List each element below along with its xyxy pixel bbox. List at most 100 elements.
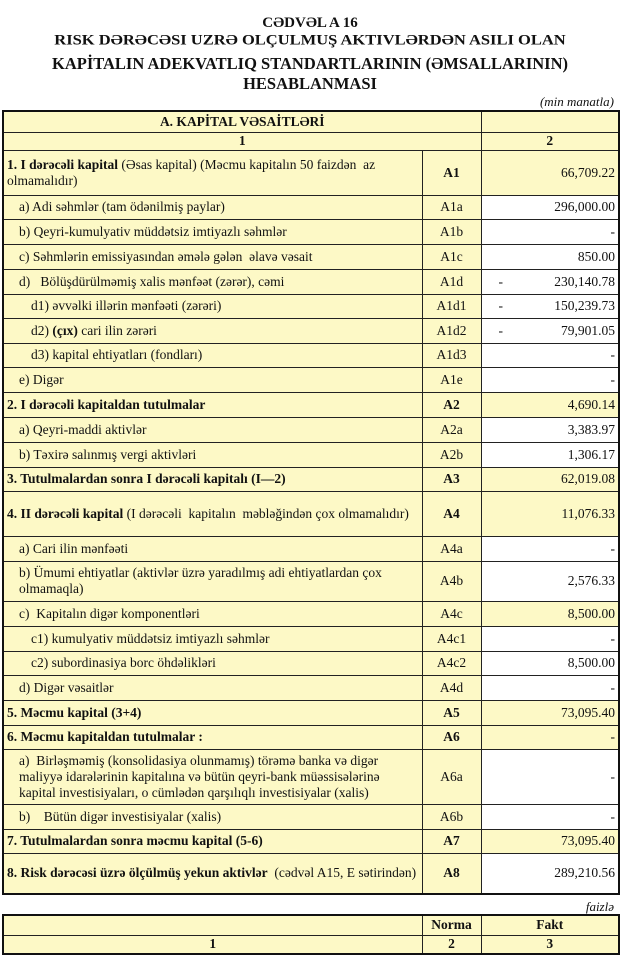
row-value-text: 62,019.08 <box>561 471 615 486</box>
row-value-text: - <box>610 371 616 387</box>
row-value: - 230,140.78 <box>480 268 620 295</box>
row-label-text: e) Digər <box>19 371 64 387</box>
row-value-text: 4,690.14 <box>567 396 615 412</box>
ratio-column-number-1: 1 <box>2 934 423 955</box>
row-value: 296,000.00 <box>480 194 620 220</box>
row-value-text: - <box>610 808 616 824</box>
row-value: 850.00 <box>480 243 620 270</box>
row-code: A1a <box>421 194 482 220</box>
row-code: A1d2 <box>421 317 482 344</box>
row-label-text: (I dərəcəli kapitalın məbləğindən çox ol… <box>123 505 409 521</box>
ratio-header-row: Norma Fakt <box>2 914 620 936</box>
row-code: A1 <box>421 149 482 196</box>
table-row: 8. Risk dərəcəsi üzrə ölçülmüş yekun akt… <box>2 852 620 895</box>
row-label-text: c) Kapitalın digər komponentləri <box>19 605 200 621</box>
row-value: - <box>480 342 620 368</box>
section-header-row: A. KAPİTAL VƏSAİTLƏRİ <box>2 110 620 133</box>
row-code: A1d1 <box>421 293 482 319</box>
ratio-column-number-2: 2 <box>421 934 482 955</box>
row-code: A4b <box>421 560 482 602</box>
row-label: b) Bütün digər investisiyalar (xalis) <box>2 803 423 830</box>
row-value-text: 289,210.56 <box>554 865 615 881</box>
row-value: - <box>480 803 620 830</box>
title-line-3: HESABLANMASI <box>243 74 377 93</box>
table-row: 5. Məcmu kapital (3+4) A5 73,095.40 <box>2 699 620 726</box>
negative-sign: - <box>498 273 504 289</box>
table-row: d2) (çıx) cari ilin zərəri A1d2-79,901.05 <box>2 317 620 344</box>
row-label-text: c1) kumulyativ müddətsiz imtiyazlı səhml… <box>31 630 270 646</box>
title-line-1: RISK DƏRƏCƏSI UZRƏ OLÇULMUŞ AKTIVLƏRDƏN … <box>54 30 566 49</box>
row-value: 1,306.17 <box>480 441 620 468</box>
row-code: A3 <box>421 466 482 492</box>
row-label: d1) əvvəlki illərin mənfəəti (zərəri) <box>2 293 423 319</box>
row-label-text: d3) kapital ehtiyatları (fondları) <box>31 347 203 362</box>
row-label: 5. Məcmu kapital (3+4) <box>2 699 423 726</box>
row-value-text: 230,140.78 <box>554 273 615 289</box>
row-label: c2) subordinasiya borc öhdəlikləri <box>2 650 423 676</box>
row-code: A4c2 <box>421 650 482 676</box>
row-label-text: c2) subordinasiya borc öhdəlikləri <box>31 655 216 670</box>
row-label-text: c) Səhmlərin emissiyasından əmələ gələn … <box>19 248 313 264</box>
row-value: 289,210.56 <box>480 852 620 895</box>
row-code: A1d <box>421 268 482 295</box>
ratio-column-number-3: 3 <box>480 934 620 955</box>
row-code: A6b <box>421 803 482 830</box>
percent-unit-label: faizlə <box>585 899 614 914</box>
row-value: 66,709.22 <box>480 149 620 196</box>
row-value: - <box>480 674 620 701</box>
table-row: 2. I dərəcəli kapitaldan tutulmalar A2 4,6… <box>2 391 620 418</box>
row-label-text: d1) əvvəlki illərin mənfəəti (zərəri) <box>31 298 222 313</box>
row-code: A1b <box>421 218 482 245</box>
row-value-text: 3,383.97 <box>567 421 615 437</box>
section-title: A. KAPİTAL VƏSAİTLƏRİ <box>2 110 482 133</box>
row-value-text: 2,576.33 <box>567 573 615 588</box>
row-value: 3,383.97 <box>480 416 620 443</box>
row-code: A4c1 <box>421 625 482 652</box>
table-row: d) Bölüşdürülməmiş xalis mənfəət (zərər)… <box>2 268 620 295</box>
row-label: 6. Məcmu kapitaldan tutulmalar : <box>2 724 423 750</box>
row-label-text: d) Bölüşdürülməmiş xalis mənfəət (zərər)… <box>19 273 285 289</box>
table-row: d3) kapital ehtiyatları (fondları) A1d3 - <box>2 342 620 368</box>
row-label: 7. Tutulmalardan sonra məcmu kapital (5-… <box>2 828 423 854</box>
row-value: 8,500.00 <box>480 650 620 676</box>
fakt-header: Fakt <box>480 914 620 936</box>
row-value: 11,076.33 <box>480 490 620 537</box>
row-label: d3) kapital ehtiyatları (fondları) <box>2 342 423 368</box>
row-label: a) Adi səhmlər (tam ödənilmiş paylar) <box>2 194 423 220</box>
row-label: b) Ümumi ehtiyatlar (aktivlər üzrə yarad… <box>2 560 423 602</box>
row-value-text: 150,239.73 <box>554 298 615 313</box>
table-row: 7. Tutulmalardan sonra məcmu kapital (5-… <box>2 828 620 854</box>
row-label-bold: 3. Tutulmalardan sonra I dərəcəli kapita… <box>7 471 286 486</box>
row-code: A4a <box>421 535 482 562</box>
row-value: 62,019.08 <box>480 466 620 492</box>
row-value: 73,095.40 <box>480 828 620 854</box>
section-header-blank <box>480 110 620 133</box>
row-code: A1e <box>421 366 482 393</box>
table-row: a) Qeyri-maddi aktivlər A2a 3,383.97 <box>2 416 620 443</box>
row-label-bold: 2. I dərəcəli kapitaldan tutulmalar <box>7 396 206 412</box>
row-code: A5 <box>421 699 482 726</box>
table-row: e) Digər A1e - <box>2 366 620 393</box>
row-code: A2a <box>421 416 482 443</box>
row-label-text: d) Digər vəsaitlər <box>19 679 114 695</box>
row-value: 8,500.00 <box>480 600 620 627</box>
table-row: 6. Məcmu kapitaldan tutulmalar : A6 - <box>2 724 620 750</box>
table-row: 3. Tutulmalardan sonra I dərəcəli kapita… <box>2 466 620 492</box>
row-label-text: a) Qeyri-maddi aktivlər <box>19 421 147 437</box>
row-label: c) Kapitalın digər komponentləri <box>2 600 423 627</box>
row-label-text: cari ilin zərəri <box>77 322 157 338</box>
row-label: a) Birləşməmiş (konsolidasiya olunmamış)… <box>2 748 423 805</box>
row-label-text: (Əsas kapital) (Məcmu kapitalın 50 faizd… <box>7 156 379 188</box>
table-row: a) Birləşməmiş (konsolidasiya olunmamış)… <box>2 748 620 805</box>
row-label: d) Digər vəsaitlər <box>2 674 423 701</box>
row-value-text: 11,076.33 <box>561 505 616 521</box>
negative-sign: - <box>498 298 504 313</box>
table-row: c2) subordinasiya borc öhdəlikləri A4c2 8,… <box>2 650 620 676</box>
row-label-text: b) Ümumi ehtiyatlar (aktivlər üzrə yarad… <box>19 565 386 596</box>
row-code: A8 <box>421 852 482 895</box>
row-value: - <box>480 625 620 652</box>
row-label: b) Qeyri-kumulyativ müddətsiz imtiyazlı … <box>2 218 423 245</box>
row-code: A7 <box>421 828 482 854</box>
row-label-text: a) Birləşməmiş (konsolidasiya olunmamış)… <box>19 752 384 800</box>
row-code: A6 <box>421 724 482 750</box>
